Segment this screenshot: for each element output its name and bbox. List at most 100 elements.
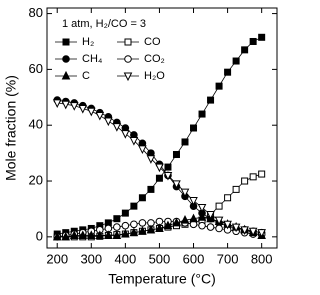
data-point (112, 123, 122, 132)
legend-label: H₂ (82, 36, 94, 48)
legend-marker (124, 38, 132, 46)
legend-marker (62, 38, 70, 46)
data-point (155, 163, 164, 173)
data-point (248, 227, 258, 237)
x-tick-label: 200 (46, 251, 68, 266)
data-point (215, 224, 223, 233)
data-point (138, 145, 147, 155)
data-point (104, 117, 113, 127)
series-line (57, 36, 262, 235)
data-point (61, 100, 71, 110)
legend-label: CO (144, 36, 161, 48)
y-tick-label: 20 (29, 172, 43, 187)
y-tick-label: 40 (29, 117, 43, 132)
data-point (223, 220, 232, 230)
data-point (164, 163, 172, 171)
data-point (207, 96, 215, 104)
legend-label: C (82, 70, 90, 82)
data-point (163, 171, 173, 181)
data-point (78, 230, 88, 239)
data-point (121, 221, 130, 230)
data-point (113, 223, 121, 231)
data-point (249, 173, 257, 181)
legend-marker (61, 70, 71, 80)
data-point (146, 155, 156, 164)
data-point (138, 219, 147, 227)
legend-label: CH₄ (82, 53, 103, 65)
data-point (189, 213, 198, 223)
legend-marker (62, 55, 70, 63)
x-tick-label: 300 (80, 251, 102, 266)
data-point (52, 231, 62, 241)
data-point (232, 185, 240, 193)
data-point (181, 138, 189, 146)
x-axis-label: Temperature (°C) (108, 271, 216, 287)
data-point (198, 110, 206, 118)
data-point (138, 194, 146, 202)
data-point (95, 230, 105, 239)
data-point (163, 220, 173, 230)
x-tick-label: 400 (115, 251, 137, 266)
data-point (172, 180, 181, 189)
data-point (224, 194, 232, 202)
data-point (232, 57, 240, 65)
y-tick-label: 0 (36, 228, 43, 243)
legend-label: H₂O (144, 70, 165, 82)
data-point (147, 185, 155, 193)
data-point (258, 170, 266, 178)
data-point (113, 215, 121, 223)
data-point (130, 220, 138, 229)
data-point (78, 104, 88, 114)
data-point (180, 188, 190, 198)
data-point (112, 230, 122, 239)
data-point (231, 223, 241, 233)
chart: 1 atm, H₂/CO = 3 Temperature (°C) Mole f… (3, 5, 278, 287)
data-point (257, 229, 266, 238)
data-point (198, 221, 206, 230)
data-point (172, 217, 181, 227)
data-point (69, 230, 79, 239)
data-point (190, 124, 198, 132)
data-point (61, 231, 71, 241)
data-point (130, 202, 138, 210)
data-point (197, 212, 207, 221)
data-point (206, 223, 215, 231)
y-tick-label: 80 (29, 5, 43, 20)
y-tick-label: 60 (29, 61, 43, 76)
data-point (241, 177, 249, 185)
data-point (138, 226, 147, 235)
data-point (241, 46, 249, 54)
data-point (215, 202, 223, 210)
data-point (224, 68, 232, 76)
data-point (240, 226, 249, 235)
x-tick-label: 700 (217, 251, 239, 266)
data-point (95, 111, 105, 121)
data-point (197, 204, 207, 213)
data-point (155, 223, 164, 232)
data-point (104, 230, 113, 239)
data-point (155, 174, 163, 182)
data-point (52, 99, 62, 109)
data-point (172, 151, 180, 159)
data-point (180, 214, 190, 224)
data-point (146, 224, 156, 234)
legend-marker (124, 55, 132, 63)
legend-marker (123, 72, 133, 82)
data-point (121, 228, 130, 238)
y-axis-label: Mole fraction (%) (3, 75, 19, 181)
data-point (129, 137, 139, 146)
data-point (214, 216, 224, 226)
legend-label: CO₂ (144, 53, 165, 65)
data-point (249, 37, 257, 45)
data-point (258, 33, 266, 41)
data-point (206, 211, 215, 220)
data-point (121, 209, 129, 217)
data-point (86, 107, 96, 117)
x-tick-label: 600 (183, 251, 205, 266)
plot-frame (46, 7, 278, 249)
data-point (69, 102, 79, 111)
annotation: 1 atm, H₂/CO = 3 (62, 18, 146, 30)
data-point (215, 82, 223, 90)
x-tick-label: 500 (149, 251, 171, 266)
data-point (121, 130, 130, 139)
